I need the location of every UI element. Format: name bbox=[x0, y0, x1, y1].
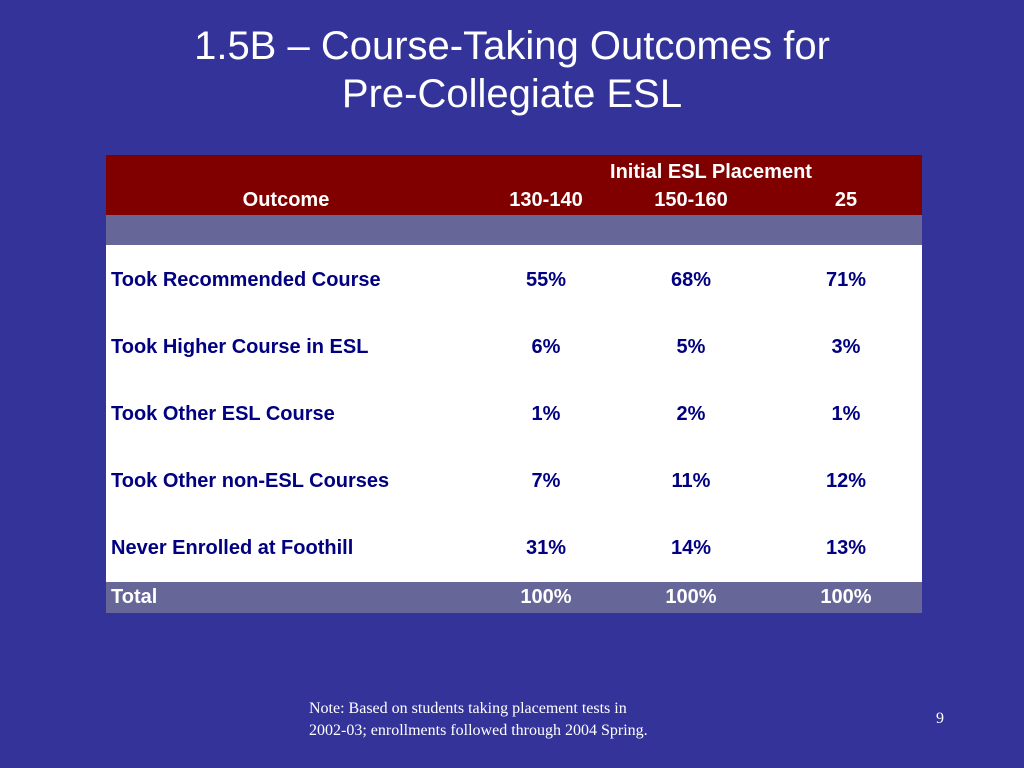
table-cell: 2% bbox=[676, 403, 706, 425]
column-header-150-160: 150-160 bbox=[654, 189, 728, 211]
table-row: Took Higher Course in ESL 6% 5% 3% bbox=[106, 332, 922, 362]
spacer-row bbox=[106, 215, 922, 245]
row-label: Took Higher Course in ESL bbox=[111, 336, 369, 358]
table-cell: 13% bbox=[825, 537, 867, 559]
table-row: Never Enrolled at Foothill 31% 14% 13% bbox=[106, 533, 922, 563]
table-cell: 7% bbox=[531, 470, 561, 492]
page-number: 9 bbox=[936, 710, 944, 727]
table-cell: 71% bbox=[825, 269, 867, 291]
table-cell: 55% bbox=[525, 269, 567, 291]
total-cell: 100% bbox=[520, 586, 572, 608]
table-cell: 11% bbox=[671, 470, 711, 492]
slide-title: 1.5B – Course-Taking Outcomes for Pre-Co… bbox=[0, 22, 1024, 118]
table-cell: 3% bbox=[831, 336, 861, 358]
total-cell: 100% bbox=[820, 586, 872, 608]
table-cell: 14% bbox=[670, 537, 712, 559]
outcomes-table: Initial ESL Placement Outcome 130-140 15… bbox=[106, 155, 922, 613]
footnote: Note: Based on students taking placement… bbox=[309, 698, 749, 742]
column-header-outcome: Outcome bbox=[242, 189, 330, 211]
column-header-25: 25 bbox=[834, 189, 858, 211]
group-header: Initial ESL Placement bbox=[610, 161, 812, 183]
row-label: Took Other non-ESL Courses bbox=[111, 470, 390, 492]
row-label: Took Recommended Course bbox=[111, 269, 381, 291]
slide-title-line-2: Pre-Collegiate ESL bbox=[341, 72, 683, 116]
row-label: Never Enrolled at Foothill bbox=[111, 537, 354, 559]
footnote-line-1: Note: Based on students taking placement… bbox=[309, 700, 627, 717]
row-label: Took Other ESL Course bbox=[111, 403, 335, 425]
table-cell: 1% bbox=[831, 403, 861, 425]
table-header: Initial ESL Placement Outcome 130-140 15… bbox=[106, 155, 922, 215]
slide-title-line-1: 1.5B – Course-Taking Outcomes for bbox=[194, 24, 830, 68]
total-cell: 100% bbox=[665, 586, 717, 608]
table-row: Took Recommended Course 55% 68% 71% bbox=[106, 265, 922, 295]
footnote-line-2: 2002-03; enrollments followed through 20… bbox=[309, 722, 648, 739]
table-row: Took Other non-ESL Courses 7% 11% 12% bbox=[106, 466, 922, 496]
total-row: Total 100% 100% 100% bbox=[106, 582, 922, 613]
table-cell: 31% bbox=[525, 537, 567, 559]
column-header-130-140: 130-140 bbox=[509, 189, 583, 211]
table-cell: 68% bbox=[670, 269, 712, 291]
total-label: Total bbox=[111, 586, 158, 608]
table-cell: 12% bbox=[825, 470, 867, 492]
table-cell: 5% bbox=[676, 336, 706, 358]
table-cell: 6% bbox=[531, 336, 561, 358]
table-row: Took Other ESL Course 1% 2% 1% bbox=[106, 399, 922, 429]
table-cell: 1% bbox=[531, 403, 561, 425]
